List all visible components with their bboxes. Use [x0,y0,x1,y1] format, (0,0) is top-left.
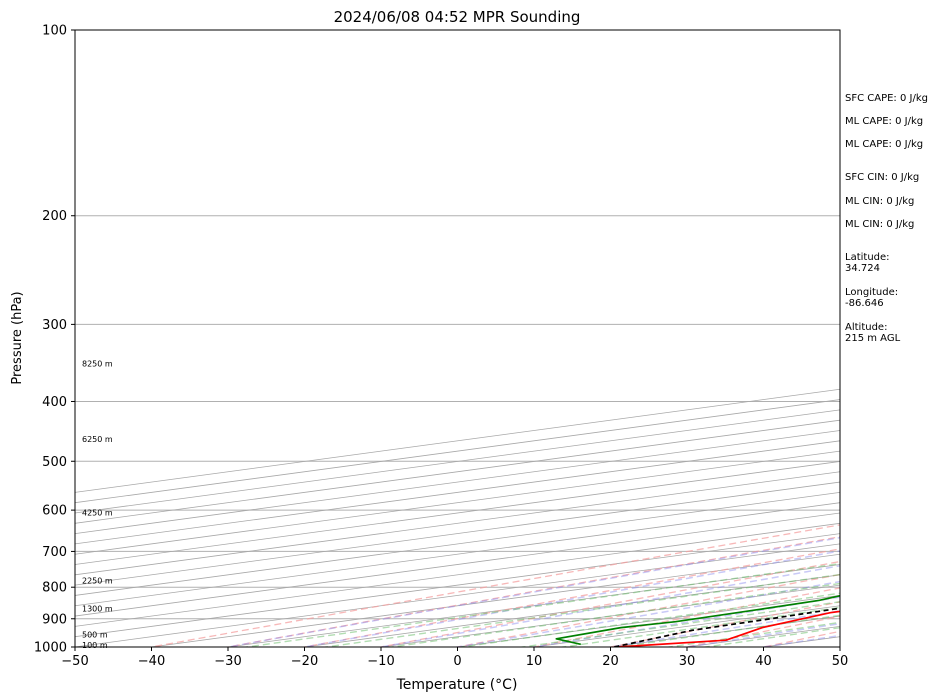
isotherm-line [75,430,840,535]
ml-cin-text: ML CIN: 0 J/kg [845,196,915,207]
moist-adiabat-line [223,536,840,647]
isotherm-line [75,399,840,504]
ml-cape-text: ML CAPE: 0 J/kg [845,116,924,127]
y-tick-label-800: 800 [42,581,67,596]
series-line-0 [616,610,840,647]
x-tick-label-0: −50 [61,654,88,669]
isotherm-line [75,512,840,617]
series-line-1 [555,594,840,646]
y-tick-label-100: 100 [42,24,67,39]
x-tick-label-3: −20 [291,654,318,669]
isotherm-line [75,481,840,586]
sfc-cape-text: SFC CAPE: 0 J/kg [845,93,928,104]
mixing-ratio-line [241,562,840,647]
isotherm-line [148,553,840,647]
isotherm-line [75,502,840,607]
x-tick-label-4: −10 [367,654,394,669]
moist-adiabat-lines [223,536,840,647]
longitude-value: -86.646 [845,298,884,309]
isotherm-line [75,450,840,555]
x-tick-label-10: 50 [832,654,849,669]
isotherm-line [75,409,840,514]
isotherm-line [75,471,840,576]
height-label: 500 m [82,631,108,640]
isotherm-line [75,491,840,596]
height-label: 4250 m [82,508,113,517]
y-tick-label-600: 600 [42,504,67,519]
moist-adiabat-line [300,550,840,647]
height-label: 8250 m [82,359,113,368]
mixing-ratio-line [701,626,840,647]
y-tick-label-1000: 1000 [34,641,67,656]
latitude-value: 34.724 [845,263,880,274]
isotherm-line [301,574,840,647]
x-tick-label-7: 20 [602,654,619,669]
altitude-label: Altitude: [845,322,888,333]
x-tick-label-2: −30 [214,654,241,669]
ml-cape-text-2: ML CAPE: 0 J/kg [845,139,924,150]
isotherm-lines [75,388,840,647]
y-tick-label-300: 300 [42,318,67,333]
dry-adiabat-line [224,536,840,647]
isotherm-line [75,461,840,565]
height-label: 1300 m [82,604,113,613]
y-tick-label-700: 700 [42,545,67,560]
x-tick-label-5: 0 [453,654,461,669]
chart-title: 2024/06/08 04:52 MPR Sounding [334,8,581,26]
x-tick-label-8: 30 [679,654,696,669]
dry-adiabat-line [454,573,840,647]
y-tick-label-200: 200 [42,209,67,224]
dry-adiabat-line [607,601,840,647]
moist-adiabat-line [376,564,840,647]
height-label: 6250 m [82,435,113,444]
y-tick-label-900: 900 [42,612,67,627]
dry-adiabat-line [147,524,840,647]
x-tick-label-9: 40 [755,654,772,669]
height-label: 2250 m [82,576,113,585]
x-axis-label: Temperature (°C) [396,677,518,693]
isotherm-line [75,522,840,627]
isotherm-line [75,543,840,647]
isotherm-line [75,388,840,493]
ml-cin-text-2: ML CIN: 0 J/kg [845,219,915,230]
longitude-label: Longitude: [845,287,899,298]
dry-adiabat-line [933,30,947,660]
isotherm-line [75,440,840,545]
sfc-cin-text: SFC CIN: 0 J/kg [845,172,920,183]
sounding-traces [555,594,840,647]
mixing-ratio-line [321,573,840,647]
latitude-label: Latitude: [845,252,890,263]
isotherm-line [75,419,840,524]
y-axis-ticks: 100 200 300 400 500 600 700 800 900 1000 [34,24,75,656]
y-tick-label-500: 500 [42,455,67,470]
altitude-value: 215 m AGL [845,333,901,344]
x-axis-ticks: −50 −40 −30 −20 −10 0 10 20 30 40 50 [61,647,848,669]
height-label: 100 m [82,641,108,650]
mixing-ratio-lines [241,562,840,647]
x-tick-label-1: −40 [138,654,165,669]
dry-adiabat-lines [147,30,947,660]
y-tick-label-400: 400 [42,395,67,410]
series-line-2 [614,607,840,647]
isotherm-line [75,533,840,638]
mixing-ratio-line [386,582,840,647]
y-axis-label: Pressure (hPa) [10,291,25,384]
x-tick-label-6: 10 [526,654,543,669]
